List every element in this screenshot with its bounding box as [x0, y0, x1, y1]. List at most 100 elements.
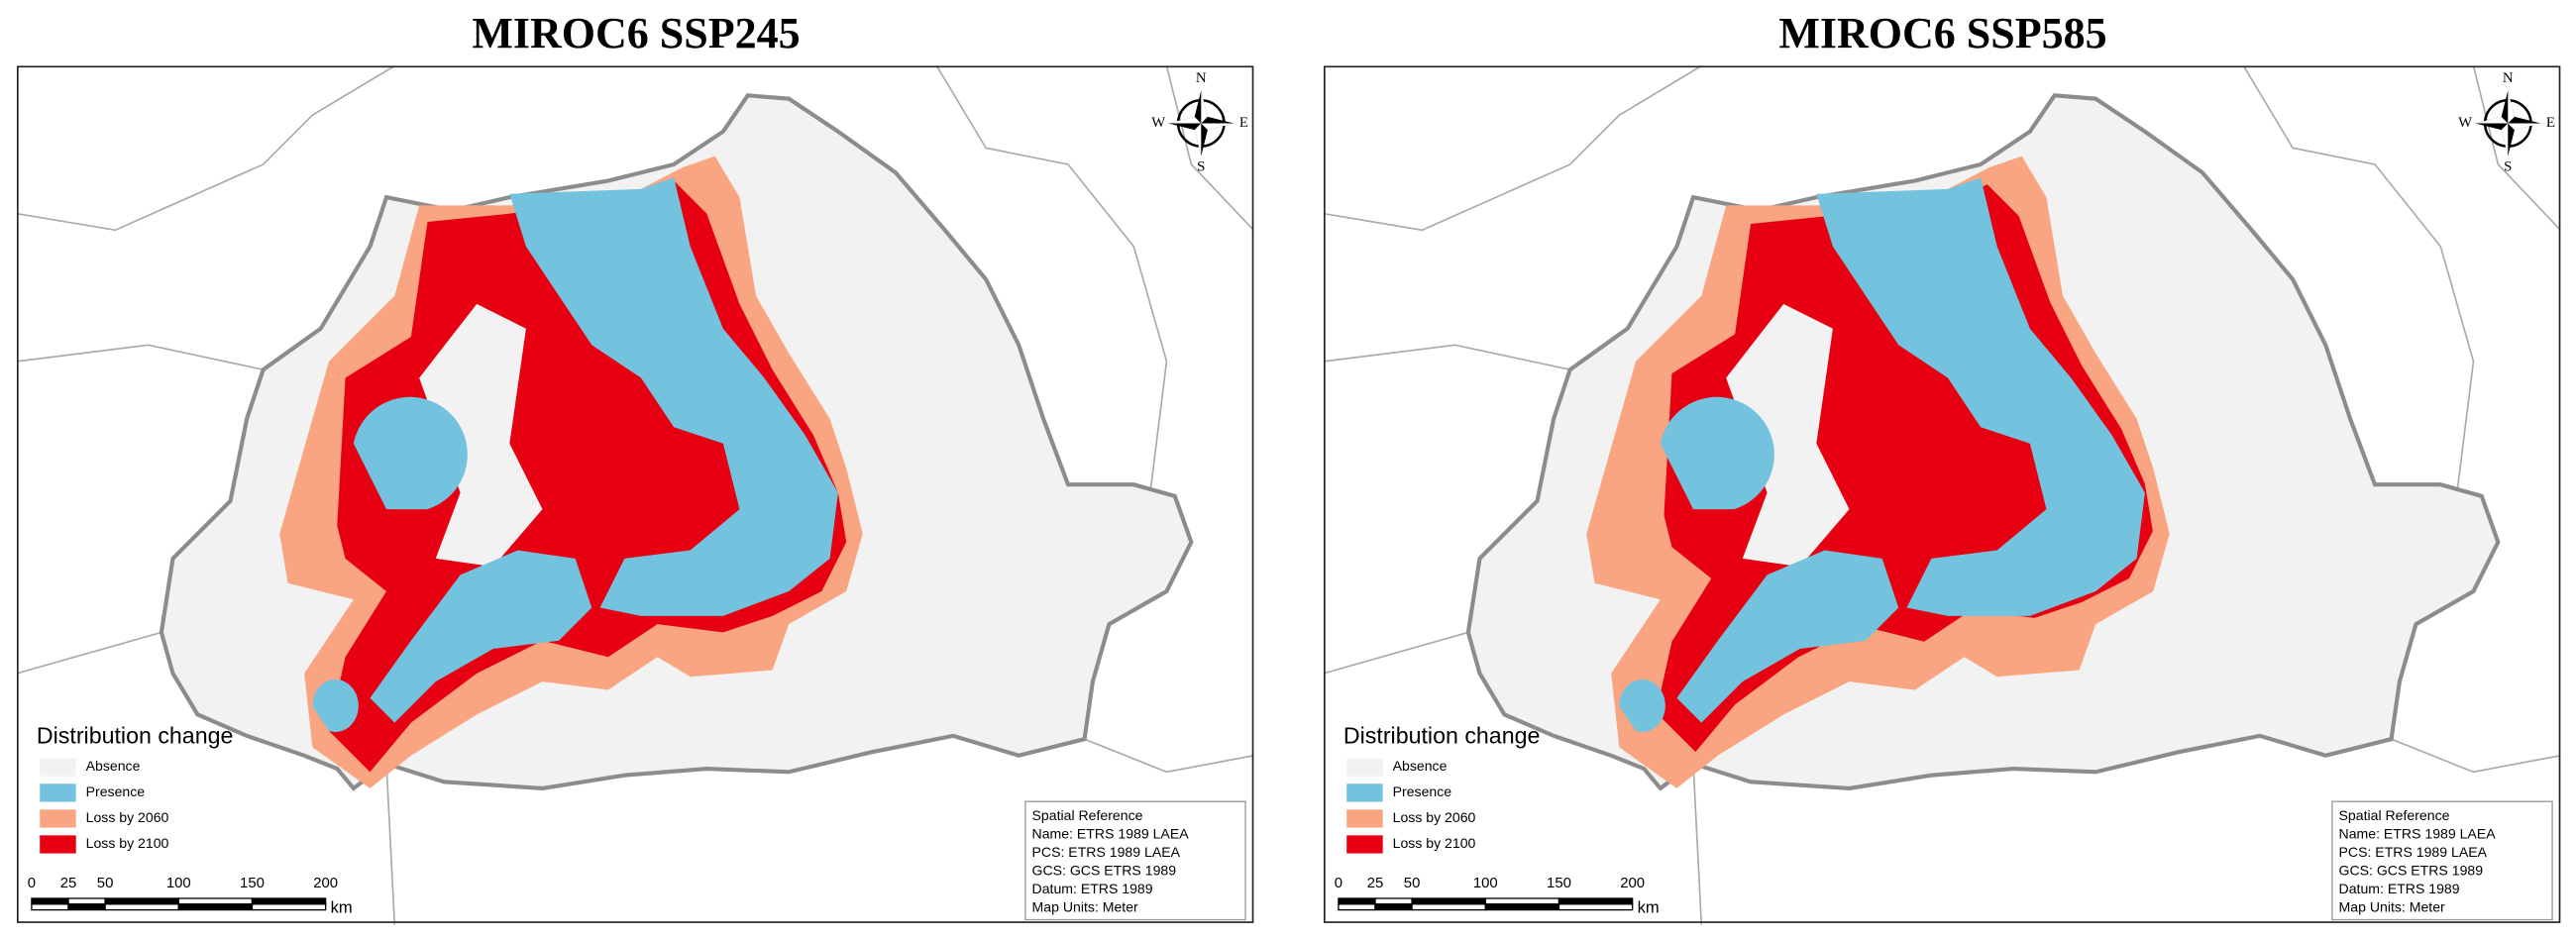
- compass-label: S: [2504, 159, 2512, 175]
- scale-segment: [1411, 897, 1486, 905]
- presence-area: [370, 550, 592, 723]
- scale-segment: [67, 897, 106, 905]
- map-frame: [1324, 65, 2561, 923]
- legend-swatch: [1346, 758, 1383, 777]
- neighbor-border: [1084, 738, 1254, 774]
- scale-segment: [177, 897, 254, 905]
- spatial-reference-line: Map Units: Meter: [2339, 899, 2445, 915]
- spatial-reference-line: GCS: GCS ETRS 1989: [1032, 863, 1177, 879]
- spatial-reference-line: Name: ETRS 1989 LAEA: [1032, 825, 1190, 841]
- spatial-reference-line: Name: ETRS 1989 LAEA: [2339, 825, 2497, 841]
- presence-area: [1660, 396, 1774, 510]
- compass-label: E: [2546, 115, 2555, 131]
- neighbor-border: [1692, 764, 1703, 925]
- scale-segment: [1374, 897, 1413, 905]
- scale-tick-label: 25: [60, 875, 77, 891]
- scale-tick-label: 200: [313, 875, 338, 891]
- scale-tick-label: 100: [166, 875, 191, 891]
- compass-label: N: [2503, 70, 2514, 86]
- compass-label: W: [1151, 115, 1166, 131]
- spatial-reference-line: Spatial Reference: [2339, 807, 2450, 823]
- scale-segment: [31, 903, 69, 911]
- map-frame: [17, 65, 1254, 923]
- spatial-reference-line: PCS: ETRS 1989 LAEA: [2339, 844, 2488, 860]
- compass-star: [2475, 90, 2541, 157]
- scale-unit: km: [331, 897, 353, 916]
- map-panel: MIROC6 SSP585 N S E W Distribution change Abse…: [1324, 0, 2562, 940]
- legend-label: Loss by 2100: [1393, 835, 1476, 851]
- scale-tick-label: 50: [1404, 875, 1421, 891]
- scale-segment: [1484, 897, 1560, 905]
- scale-segment: [1411, 903, 1486, 911]
- scale-segment: [251, 903, 327, 911]
- absence-area: [1726, 303, 1850, 568]
- presence-area: [353, 396, 468, 510]
- spatial-reference-line: PCS: ETRS 1989 LAEA: [1032, 844, 1181, 860]
- scale-tick-label: 200: [1620, 875, 1645, 891]
- legend-label: Loss by 2100: [86, 835, 169, 851]
- legend-swatch: [1346, 783, 1383, 802]
- scale-segment: [177, 903, 254, 911]
- compass-star: [1168, 90, 1234, 157]
- scale-segment: [104, 903, 179, 911]
- compass-label: E: [1239, 115, 1248, 131]
- neighbor-border: [2391, 738, 2561, 774]
- legend-swatch: [1346, 809, 1383, 828]
- legend-label: Presence: [1393, 783, 1452, 799]
- compass: N S E W: [2458, 70, 2555, 175]
- scale-segment: [104, 897, 179, 905]
- neighbor-border: [1165, 65, 1254, 231]
- scale-segment: [1338, 903, 1376, 911]
- legend-label: Absence: [1393, 758, 1448, 774]
- scale-tick-label: 150: [1547, 875, 1571, 891]
- compass-label: N: [1196, 70, 1207, 86]
- scale-segment: [1338, 897, 1376, 905]
- legend-label: Presence: [86, 783, 146, 799]
- spatial-reference-line: Datum: ETRS 1989: [1032, 881, 1153, 896]
- scale-segment: [31, 897, 69, 905]
- compass-label: S: [1197, 159, 1205, 175]
- presence-area: [312, 679, 359, 733]
- spatial-reference-box: [2331, 800, 2553, 921]
- neighbor-border: [1324, 631, 1469, 675]
- scale-tick-label: 50: [97, 875, 114, 891]
- legend-label: Loss by 2060: [1393, 809, 1476, 825]
- neighbor-border: [17, 344, 264, 370]
- neighbor-border: [17, 65, 395, 232]
- legend-title: Distribution change: [1343, 723, 1541, 749]
- spatial-reference-line: Datum: ETRS 1989: [2339, 881, 2460, 896]
- legend-title: Distribution change: [37, 723, 234, 749]
- scale-tick-label: 25: [1367, 875, 1384, 891]
- map-panel: MIROC6 SSP245 N S E W Distribution change Abse…: [17, 0, 1255, 940]
- scale-segment: [251, 897, 327, 905]
- map-title: MIROC6 SSP245: [472, 9, 801, 57]
- legend-swatch: [1346, 835, 1383, 854]
- legend-swatch: [40, 783, 76, 802]
- neighbor-border: [385, 764, 396, 925]
- map-title: MIROC6 SSP585: [1778, 9, 2107, 57]
- scale-unit: km: [1638, 897, 1660, 916]
- scale-segment: [1557, 903, 1634, 911]
- legend-label: Absence: [86, 758, 141, 774]
- compass-label: W: [2458, 115, 2473, 131]
- neighbor-border: [2472, 65, 2561, 231]
- spatial-reference-line: GCS: GCS ETRS 1989: [2339, 863, 2484, 879]
- compass: N S E W: [1151, 70, 1248, 175]
- neighbor-border: [1324, 65, 1702, 232]
- spatial-reference-box: [1024, 800, 1246, 921]
- legend-swatch: [40, 809, 76, 828]
- scale-segment: [67, 903, 106, 911]
- map: N S E W Distribution change Absence Presence Lo…: [1324, 65, 2561, 925]
- scale-tick-label: 0: [28, 875, 36, 891]
- map: N S E W Distribution change Absence Presence Lo…: [17, 65, 1254, 925]
- scale-tick-label: 150: [240, 875, 265, 891]
- spatial-reference-line: Spatial Reference: [1032, 807, 1143, 823]
- legend-label: Loss by 2060: [86, 809, 169, 825]
- legend-swatch: [40, 835, 76, 854]
- scale-tick-label: 0: [1335, 875, 1342, 891]
- scale-segment: [1484, 903, 1560, 911]
- presence-area: [1816, 177, 2145, 616]
- presence-area: [1619, 679, 1665, 733]
- scale-tick-label: 100: [1473, 875, 1498, 891]
